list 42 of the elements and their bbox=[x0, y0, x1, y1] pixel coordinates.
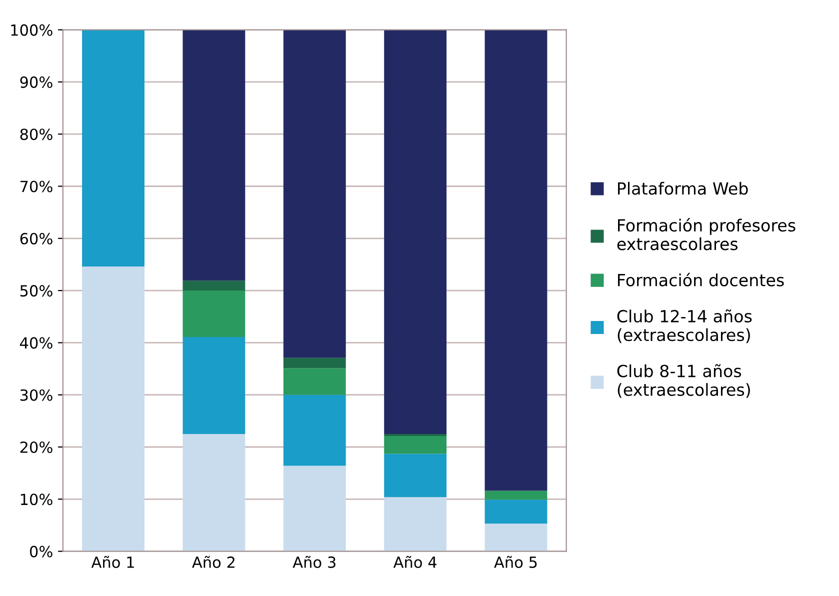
bar bbox=[283, 358, 346, 368]
y-tick-label: 50% bbox=[20, 285, 52, 297]
bar bbox=[384, 497, 447, 552]
bar bbox=[82, 30, 144, 267]
y-tick-label: 70% bbox=[20, 180, 52, 192]
bar bbox=[82, 266, 144, 552]
y-tick-label: 40% bbox=[20, 337, 52, 349]
legend-label: Plataforma Web bbox=[618, 182, 748, 195]
y-tick-label: 60% bbox=[20, 232, 52, 244]
bar bbox=[283, 466, 346, 552]
legend-label: Club 12-14 años (extraescolares) bbox=[617, 309, 752, 344]
y-tick-label: 0% bbox=[30, 546, 52, 558]
bar bbox=[384, 454, 447, 498]
bar bbox=[182, 280, 246, 291]
y-tick-label: 10% bbox=[20, 494, 52, 506]
bar bbox=[484, 30, 548, 491]
y-tick-label: 90% bbox=[20, 76, 52, 88]
bar bbox=[283, 394, 346, 466]
y-tick-label: 20% bbox=[20, 441, 52, 454]
x-tick-label: Año 1 bbox=[91, 556, 134, 568]
x-tick-label: Año 2 bbox=[192, 556, 234, 568]
bar bbox=[484, 490, 548, 500]
x-tick-label: Año 5 bbox=[494, 556, 537, 568]
bar bbox=[182, 434, 246, 552]
x-tick-label: Año 4 bbox=[393, 556, 436, 568]
bar bbox=[484, 500, 548, 524]
bar bbox=[484, 524, 548, 552]
bar bbox=[283, 30, 346, 358]
bar bbox=[283, 368, 346, 395]
bar bbox=[182, 30, 246, 281]
y-tick-label: 80% bbox=[20, 128, 52, 140]
bar bbox=[182, 290, 246, 337]
y-tick-label: 100% bbox=[11, 24, 52, 36]
x-tick-label: Año 3 bbox=[292, 556, 336, 568]
bar bbox=[182, 336, 246, 434]
bar bbox=[384, 436, 447, 454]
bar bbox=[384, 30, 447, 434]
y-tick-label: 30% bbox=[20, 389, 52, 401]
legend-label: Club 8-11 años (extraescolares) bbox=[617, 364, 750, 398]
legend-label: Formación profesores extraescolares bbox=[617, 218, 796, 250]
legend-label: Formación docentes bbox=[618, 272, 784, 286]
bar bbox=[384, 434, 447, 436]
